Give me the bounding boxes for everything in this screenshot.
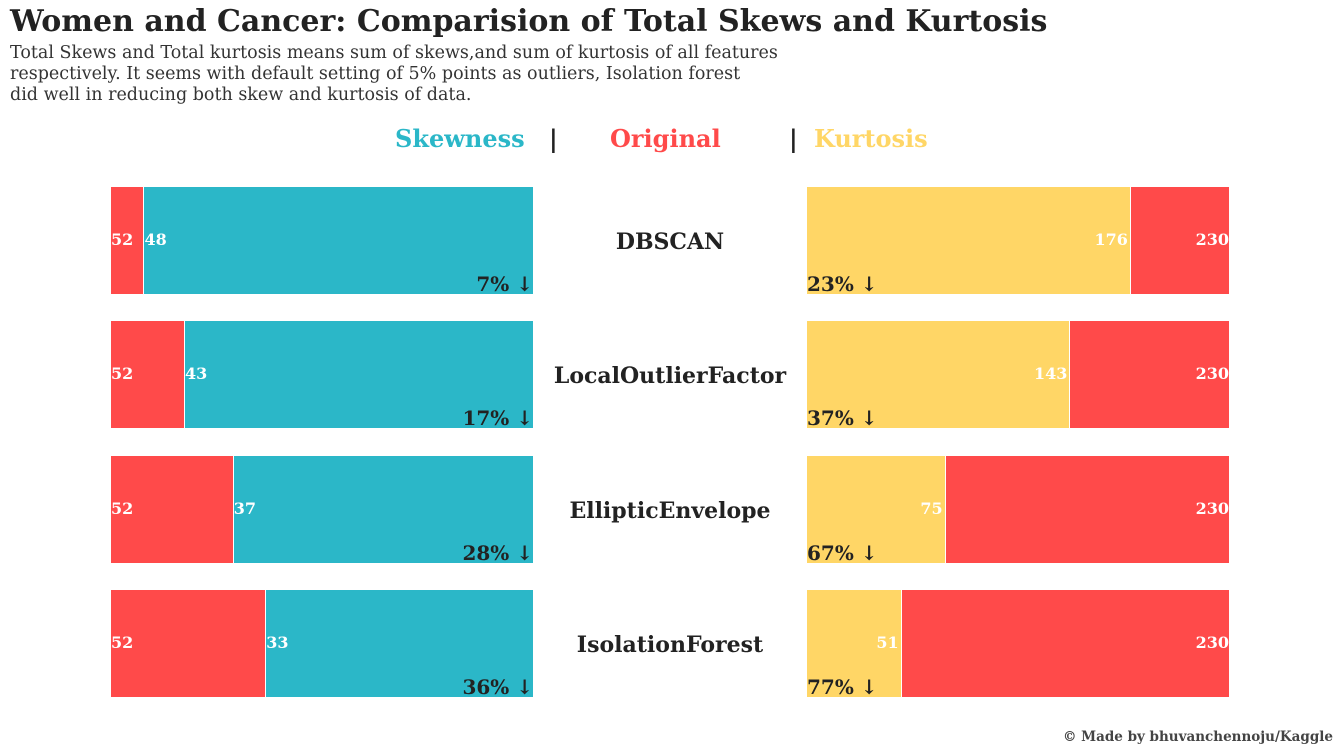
skew-original-label: 52 xyxy=(111,499,134,518)
skew-bar-divider xyxy=(265,590,267,697)
kurtosis-value-bar xyxy=(807,321,1070,428)
method-label: DBSCAN xyxy=(615,229,725,255)
kurtosis-bar-divider xyxy=(1129,187,1131,294)
legend-skewness: Skewness xyxy=(395,124,525,153)
subtitle-line-1: Total Skews and Total kurtosis means sum… xyxy=(10,43,778,63)
legend-separator-2: | xyxy=(789,124,798,153)
kurtosis-reduction-label: 77% ↓ xyxy=(807,675,878,699)
kurtosis-original-label: 230 xyxy=(1195,499,1229,518)
kurtosis-value-label: 176 xyxy=(1094,230,1128,249)
skew-value-label: 48 xyxy=(144,230,167,249)
kurtosis-bar-divider xyxy=(1069,321,1071,428)
skew-value-bar xyxy=(143,187,533,294)
chart-title: Women and Cancer: Comparision of Total S… xyxy=(10,4,1048,39)
kurtosis-value-bar xyxy=(807,590,901,697)
method-label: LocalOutlierFactor xyxy=(553,363,787,389)
legend-separator-1: | xyxy=(549,124,558,153)
legend-kurtosis: Kurtosis xyxy=(814,124,928,153)
chart-subtitle: Total Skews and Total kurtosis means sum… xyxy=(10,43,910,106)
subtitle-line-3: did well in reducing both skew and kurto… xyxy=(10,85,472,105)
skew-value-label: 43 xyxy=(185,364,208,383)
kurtosis-original-label: 230 xyxy=(1195,364,1229,383)
kurtosis-original-bar xyxy=(1129,187,1229,294)
skew-bar-divider xyxy=(232,456,234,563)
subtitle-line-2: respectively. It seems with default sett… xyxy=(10,64,741,84)
skew-reduction-label: 17% ↓ xyxy=(462,406,533,430)
kurtosis-bar-divider xyxy=(900,590,902,697)
chart-row-isolationforest: 52 33 36% ↓ IsolationForest 51 230 77% ↓ xyxy=(0,590,1343,698)
skew-original-label: 52 xyxy=(111,364,134,383)
kurtosis-value-label: 51 xyxy=(876,633,899,652)
skew-bar-divider xyxy=(143,187,145,294)
skew-original-label: 52 xyxy=(111,633,134,652)
method-label: EllipticEnvelope xyxy=(569,498,771,524)
kurtosis-value-label: 143 xyxy=(1033,364,1068,383)
chart-row-ellipticenvelope: 52 37 28% ↓ EllipticEnvelope 75 230 67% ↓ xyxy=(0,456,1343,564)
kurtosis-reduction-label: 67% ↓ xyxy=(807,541,878,565)
chart-row-localoutlierfactor: 52 43 17% ↓ LocalOutlierFactor 143 230 37% ↓ xyxy=(0,321,1343,429)
skew-original-bar xyxy=(111,456,233,563)
kurtosis-value-bar xyxy=(807,187,1130,294)
kurtosis-original-bar xyxy=(944,456,1229,563)
kurtosis-reduction-label: 37% ↓ xyxy=(807,406,878,430)
skew-reduction-label: 7% ↓ xyxy=(476,272,533,296)
skew-original-bar xyxy=(111,187,144,294)
credit-text: © Made by bhuvanchennoju/Kaggle xyxy=(1062,729,1333,745)
skew-original-bar xyxy=(111,590,266,697)
kurtosis-reduction-label: 23% ↓ xyxy=(807,272,878,296)
skew-original-label: 52 xyxy=(111,230,134,249)
kurtosis-original-label: 230 xyxy=(1195,633,1229,652)
skew-value-label: 37 xyxy=(233,499,256,518)
skew-value-label: 33 xyxy=(266,633,289,652)
skew-value-bar xyxy=(265,590,533,697)
skew-value-bar xyxy=(184,321,533,428)
chart-row-dbscan: 52 48 7% ↓ DBSCAN 176 230 23% ↓ xyxy=(0,187,1343,295)
skew-bar-divider xyxy=(184,321,186,428)
legend-original: Original xyxy=(610,124,721,153)
kurtosis-original-bar xyxy=(900,590,1229,697)
kurtosis-value-label: 75 xyxy=(920,499,943,518)
kurtosis-bar-divider xyxy=(944,456,946,563)
kurtosis-value-bar xyxy=(807,456,945,563)
method-label: IsolationForest xyxy=(576,632,764,658)
kurtosis-original-bar xyxy=(1069,321,1229,428)
skew-reduction-label: 36% ↓ xyxy=(462,675,533,699)
kurtosis-original-label: 230 xyxy=(1195,230,1229,249)
skew-original-bar xyxy=(111,321,185,428)
skew-reduction-label: 28% ↓ xyxy=(462,541,533,565)
skew-value-bar xyxy=(232,456,533,563)
